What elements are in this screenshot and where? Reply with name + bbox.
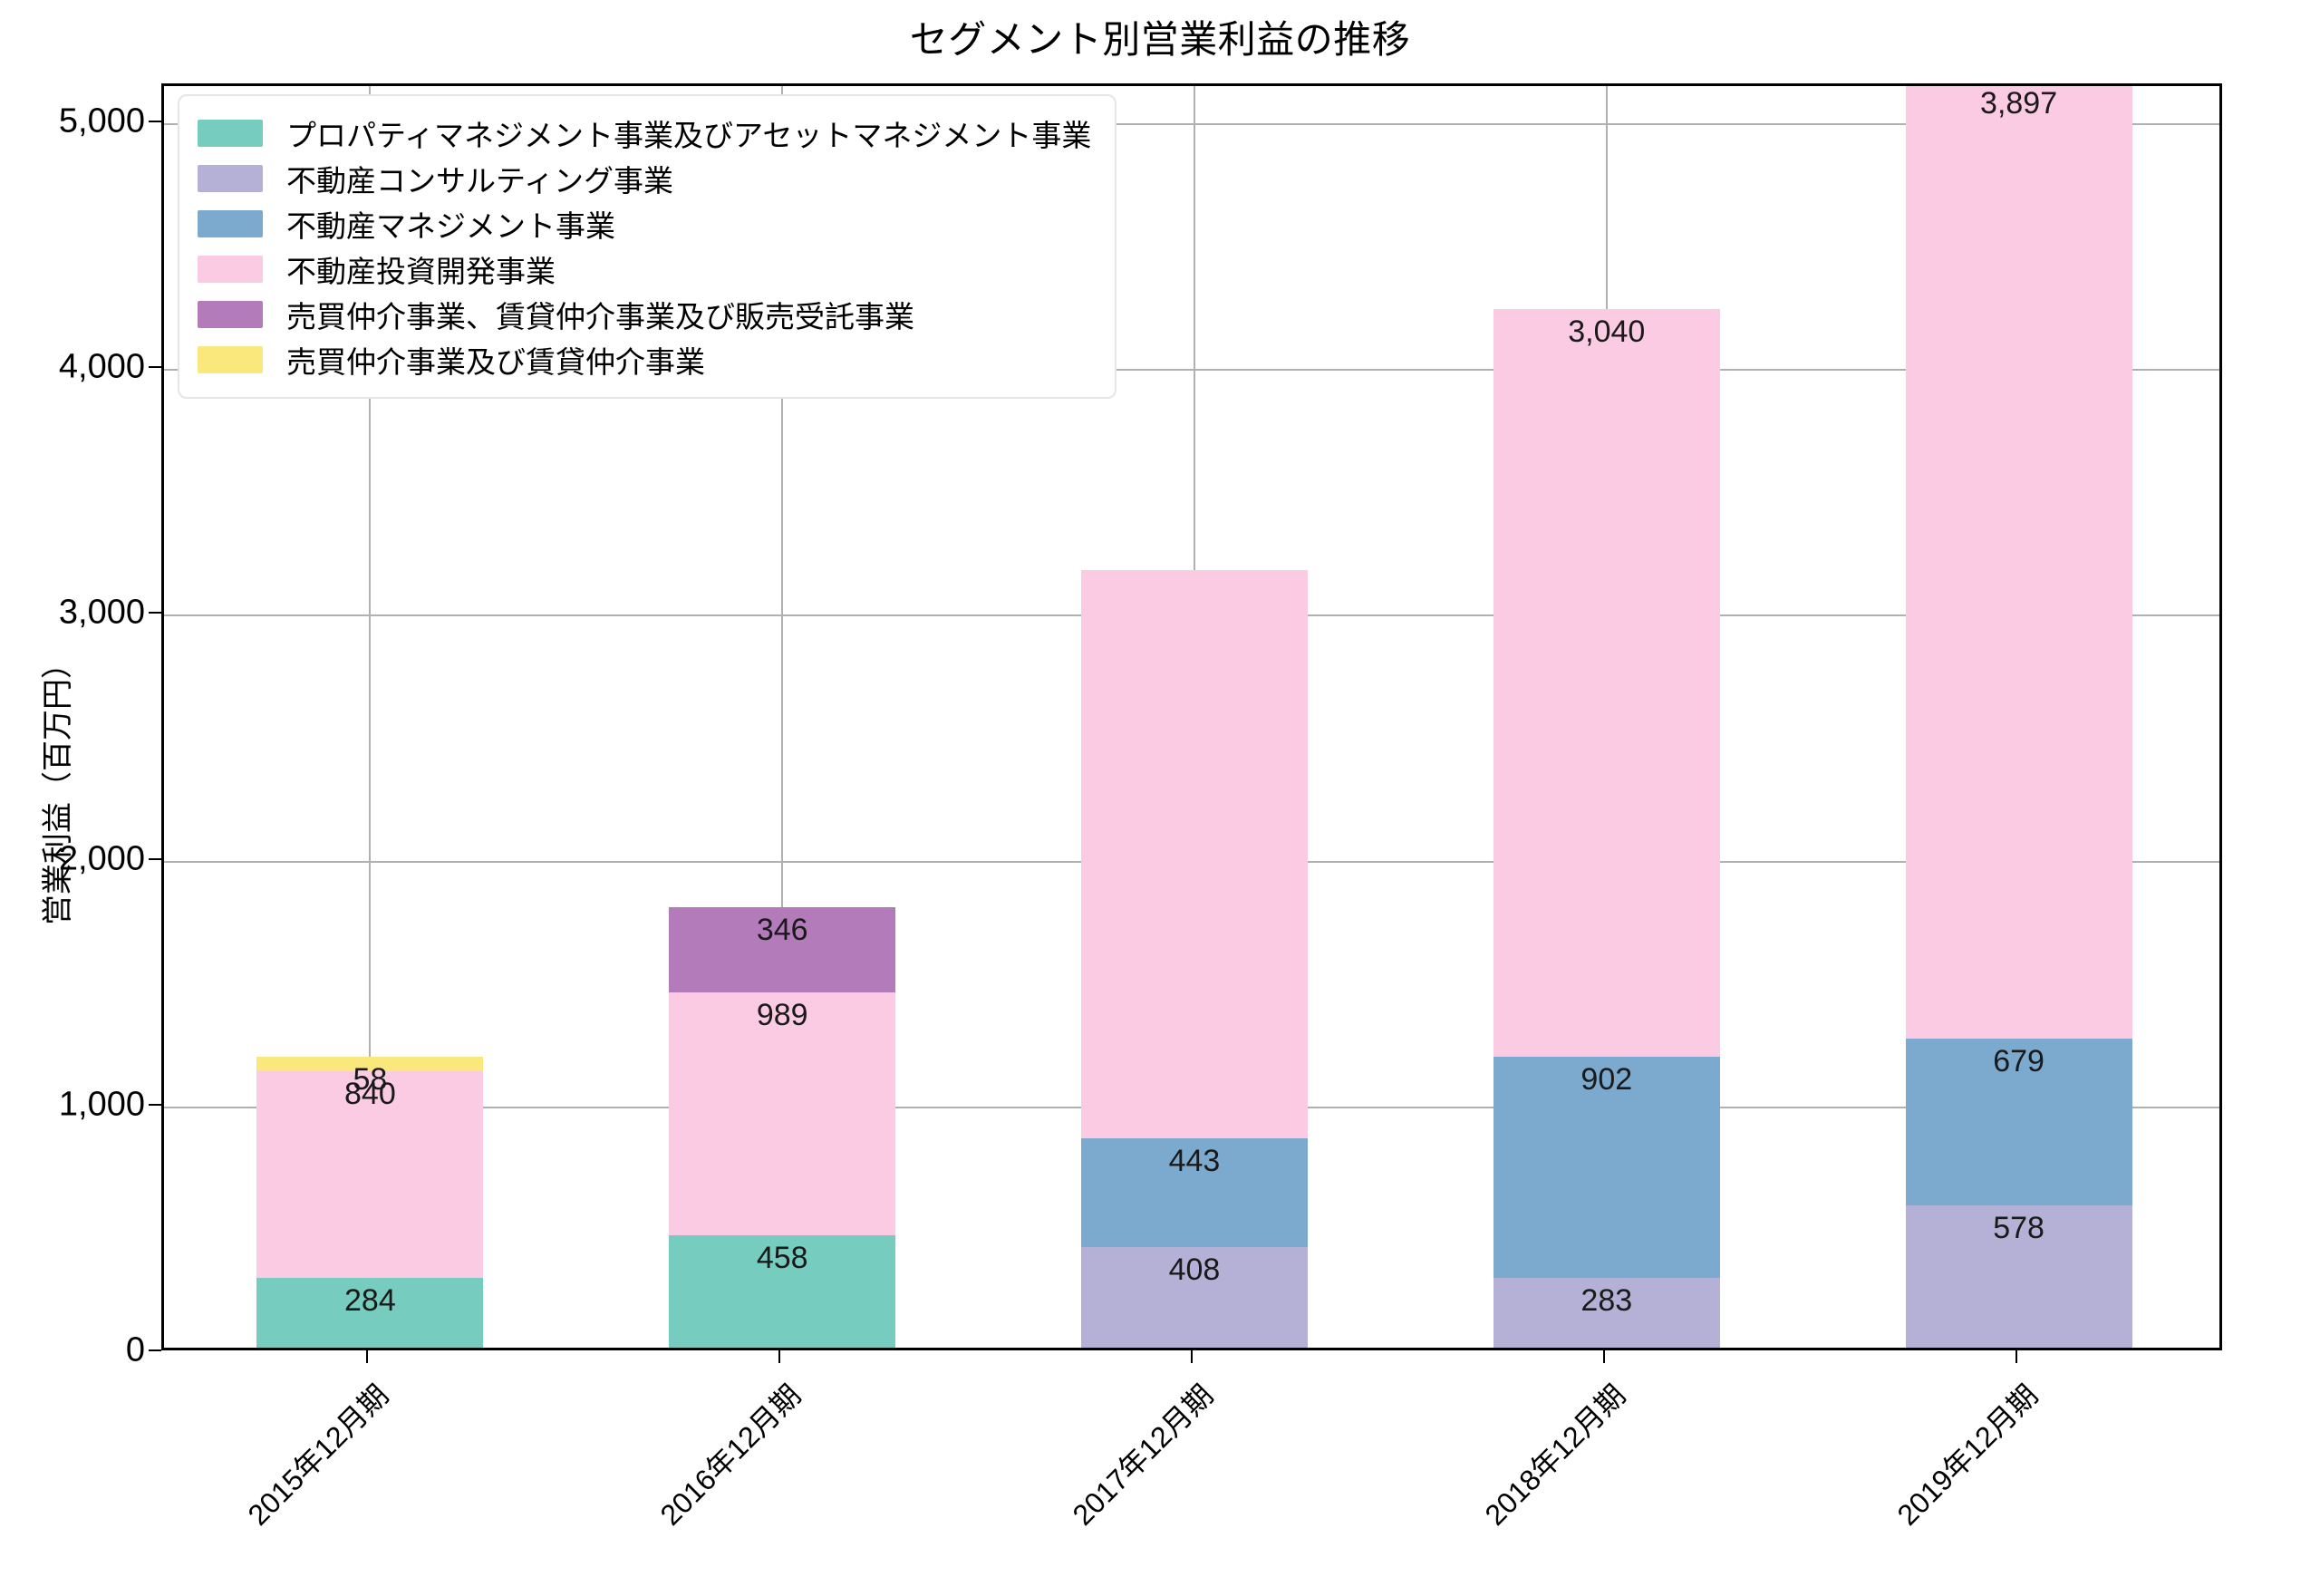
chart-legend: プロパティマネジメント事業及びアセットマネジメント事業 不動産コンサルティング事業… (178, 94, 1117, 399)
bar-group[interactable]: 408 443 (1080, 86, 1309, 1348)
y-tick-mark (149, 366, 161, 369)
gridline-horizontal (164, 122, 2219, 125)
chart-title: セグメント別営業利益の推移 (909, 18, 1411, 61)
bar-value-label: 283 (1580, 1283, 1633, 1319)
legend-label: 売買仲介事業、賃貸仲介事業及び販売受託事業 (286, 300, 914, 334)
legend-item[interactable]: 不動産コンサルティング事業 (198, 156, 1091, 201)
bar-value-label: 679 (1993, 1044, 2044, 1079)
bar-segment[interactable]: 408 (1080, 1247, 1309, 1348)
legend-color-swatch (198, 120, 263, 147)
legend-label: 不動産マネジメント事業 (286, 209, 615, 243)
bar-segment[interactable]: 989 (669, 991, 896, 1235)
chart-root: セグメント別営業利益の推移 営業利益（百万円） 0 1,000 2,000 3,000… (41, 18, 2222, 1532)
y-tick-label: 5,000 (58, 102, 145, 140)
bar-segment[interactable]: 346 (669, 906, 896, 992)
bar-group[interactable]: 283 902 3,040 (1493, 86, 1720, 1348)
bar-segment[interactable]: 458 (669, 1234, 896, 1348)
bar-value-label: 443 (1168, 1144, 1221, 1179)
bar-value-label: 284 (344, 1282, 396, 1318)
bar-group[interactable]: 458 989 346 (669, 86, 896, 1348)
plot-inner: 284 840 58 458 989 346 408 443 283 902 3,040 578 679… (164, 86, 2219, 1348)
y-tick-label: 3,000 (58, 593, 145, 632)
x-tick-mark (366, 1350, 369, 1363)
bar-segment[interactable]: 840 (256, 1071, 484, 1278)
legend-item[interactable]: 不動産マネジメント事業 (198, 201, 1091, 247)
y-tick-mark (149, 120, 161, 122)
x-tick-label: 2018年12月期 (1478, 1378, 1632, 1532)
bar-segment[interactable]: 902 (1493, 1056, 1720, 1279)
y-tick-label: 1,000 (58, 1085, 145, 1124)
x-tick-mark (1602, 1350, 1605, 1363)
legend-color-swatch (198, 256, 263, 283)
x-tick-label: 2019年12月期 (1890, 1378, 2044, 1532)
bar-value-label: 3,897 (1980, 86, 2058, 121)
bar-value-label: 3,040 (1568, 314, 1646, 349)
bar-segment[interactable]: 3,897 (1905, 86, 2132, 1040)
legend-label: 不動産コンサルティング事業 (286, 164, 674, 198)
y-tick-mark (149, 1349, 161, 1351)
x-tick-label: 2015年12月期 (241, 1378, 395, 1532)
bar-segment[interactable]: 578 (1905, 1205, 2132, 1348)
legend-color-swatch (198, 301, 263, 328)
bar-value-label: 902 (1580, 1061, 1633, 1097)
legend-label: プロパティマネジメント事業及びアセットマネジメント事業 (286, 119, 1092, 152)
legend-item[interactable]: プロパティマネジメント事業及びアセットマネジメント事業 (198, 111, 1091, 156)
legend-label: 売買仲介事業及び賃貸仲介事業 (286, 345, 705, 379)
y-tick-mark (149, 1103, 161, 1106)
legend-item[interactable]: 売買仲介事業、賃貸仲介事業及び販売受託事業 (198, 292, 1091, 337)
x-tick-mark (778, 1350, 781, 1363)
y-tick-label: 4,000 (58, 347, 145, 386)
y-tick-mark (149, 857, 161, 860)
bar-group[interactable]: 578 679 3,897 (1905, 86, 2132, 1348)
bar-group[interactable]: 284 840 58 (256, 86, 484, 1348)
y-tick-mark (149, 612, 161, 614)
legend-color-swatch (198, 165, 263, 192)
x-tick-mark (2015, 1350, 2017, 1363)
gridline-vertical (781, 86, 784, 1348)
bar-value-label: 408 (1168, 1253, 1221, 1288)
legend-item[interactable]: 不動産投資開発事業 (198, 247, 1091, 292)
bar-value-label: 989 (756, 997, 808, 1032)
bar-segment[interactable]: 679 (1905, 1039, 2132, 1206)
bar-segment[interactable]: 58 (256, 1057, 484, 1097)
bar-segment[interactable] (1080, 569, 1309, 1139)
x-tick-label: 2016年12月期 (653, 1378, 807, 1532)
legend-label: 不動産投資開発事業 (286, 255, 556, 288)
bar-segment[interactable]: 443 (1080, 1138, 1309, 1248)
x-tick-mark (1191, 1350, 1193, 1363)
bar-value-label: 840 (344, 1077, 396, 1112)
y-tick-label: 2,000 (58, 839, 145, 877)
legend-color-swatch (198, 346, 263, 373)
bar-value-label: 458 (756, 1240, 808, 1275)
legend-color-swatch (198, 210, 263, 237)
bar-segment[interactable]: 284 (256, 1277, 484, 1348)
gridline-vertical (369, 86, 372, 1348)
bar-value-label: 346 (756, 912, 808, 947)
gridline-horizontal (164, 369, 2219, 372)
bar-value-label: 578 (1993, 1211, 2044, 1246)
bar-segment[interactable]: 3,040 (1493, 309, 1720, 1057)
bar-segment[interactable]: 283 (1493, 1278, 1720, 1348)
y-tick-label: 0 (125, 1330, 145, 1369)
x-tick-label: 2017年12月期 (1066, 1378, 1220, 1532)
bar-value-label: 58 (353, 1062, 388, 1098)
legend-item[interactable]: 売買仲介事業及び賃貸仲介事業 (198, 337, 1091, 382)
y-axis-label: 営業利益（百万円） (41, 648, 75, 925)
